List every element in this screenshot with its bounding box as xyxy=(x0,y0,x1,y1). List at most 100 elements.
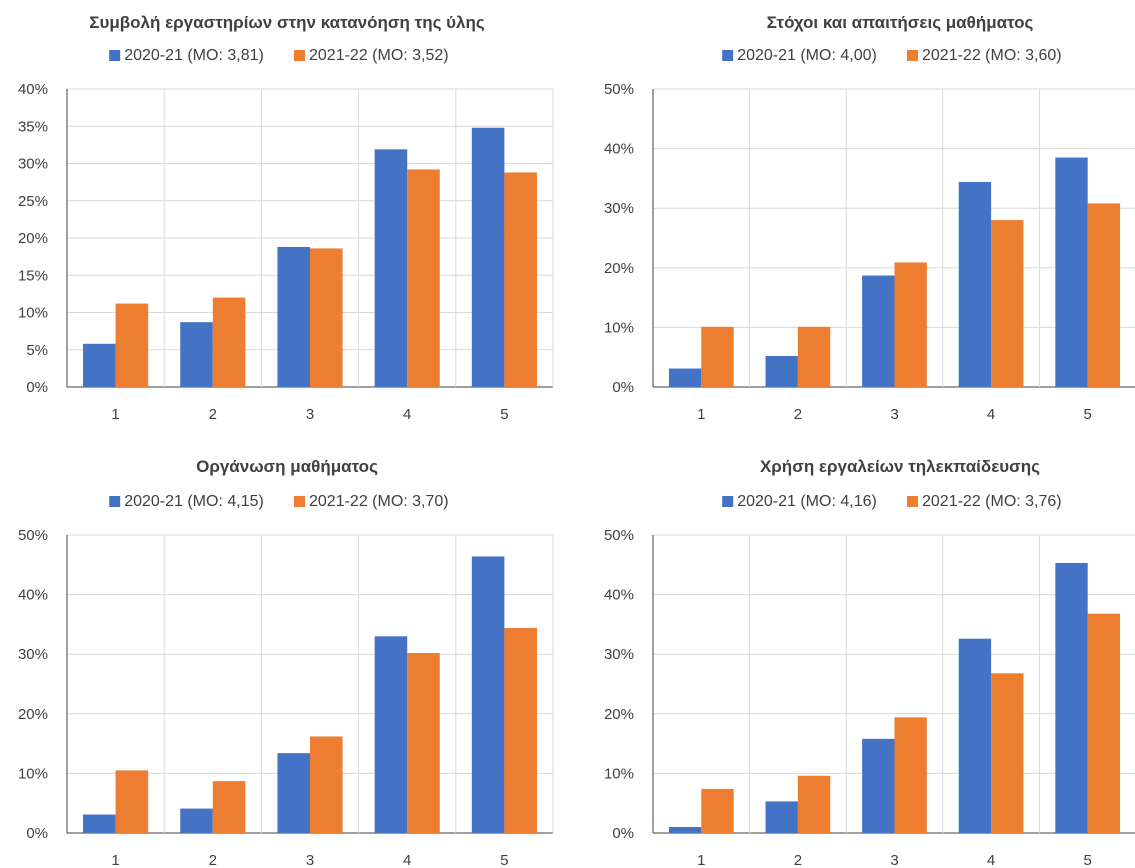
legend-label: 2021-22 (ΜΟ: 3,70) xyxy=(309,493,449,510)
y-tick-label: 35% xyxy=(18,118,48,135)
x-tick-label: 2 xyxy=(794,852,802,868)
chart-panel-1: Συμβολή εργαστηρίων στην κατανόηση της ύ… xyxy=(18,13,554,423)
bar-series-1-cat-5 xyxy=(1055,157,1088,387)
y-tick-label: 10% xyxy=(604,319,634,336)
x-tick-label: 4 xyxy=(987,406,995,423)
bar-series-2-cat-3 xyxy=(310,736,343,833)
bar-series-2-cat-1 xyxy=(115,770,149,833)
y-tick-label: 10% xyxy=(18,305,48,322)
bar-series-2-cat-4 xyxy=(991,673,1024,833)
y-tick-label: 50% xyxy=(18,527,48,544)
legend-swatch xyxy=(294,50,305,61)
legend-label: 2020-21 (ΜΟ: 4,16) xyxy=(737,493,877,510)
bar-series-1-cat-1 xyxy=(83,814,116,833)
x-tick-label: 3 xyxy=(306,852,314,868)
legend-swatch xyxy=(722,50,734,61)
bar-series-1-cat-3 xyxy=(862,275,895,387)
chart-title: Χρήση εργαλείων τηλεκπαίδευσης xyxy=(760,457,1040,476)
bar-series-1-cat-5 xyxy=(471,127,505,388)
bar-series-2-cat-1 xyxy=(701,788,734,833)
x-tick-label: 5 xyxy=(500,406,508,423)
x-tick-label: 5 xyxy=(1084,406,1092,423)
x-tick-label: 4 xyxy=(403,852,411,868)
bar-series-2-cat-1 xyxy=(115,303,149,387)
x-tick-label: 1 xyxy=(697,852,705,868)
y-tick-label: 20% xyxy=(18,230,48,247)
x-tick-label: 5 xyxy=(500,852,508,868)
y-tick-label: 0% xyxy=(26,379,48,396)
chart-title: Οργάνωση μαθήματος xyxy=(196,457,378,476)
bar-series-2-cat-4 xyxy=(991,220,1024,387)
bar-series-1-cat-3 xyxy=(862,738,895,833)
chart-panel-4: Χρήση εργαλείων τηλεκπαίδευσης 2020-21 (Μ… xyxy=(604,457,1135,868)
bar-series-1-cat-1 xyxy=(668,827,702,833)
chart-panel-3: Οργάνωση μαθήματος 2020-21 (ΜΟ: 4,15) 2021… xyxy=(18,457,554,868)
legend-label: 2021-22 (ΜΟ: 3,60) xyxy=(922,47,1062,64)
x-tick-label: 3 xyxy=(306,406,314,423)
bar-series-2-cat-5 xyxy=(1087,203,1121,387)
y-tick-label: 40% xyxy=(604,587,634,604)
y-tick-label: 0% xyxy=(612,825,634,842)
legend-label: 2021-22 (ΜΟ: 3,52) xyxy=(309,47,449,64)
bar-series-2-cat-3 xyxy=(310,248,343,387)
y-tick-label: 30% xyxy=(18,156,48,173)
x-tick-label: 1 xyxy=(697,406,705,423)
y-tick-label: 40% xyxy=(18,81,48,98)
bar-series-1-cat-2 xyxy=(180,808,213,833)
legend-swatch xyxy=(722,496,734,507)
legend: 2020-21 (ΜΟ: 4,16) 2021-22 (ΜΟ: 3,76) xyxy=(722,493,1062,510)
bar-series-1-cat-5 xyxy=(471,556,505,833)
bar-series-2-cat-3 xyxy=(894,262,927,387)
legend-swatch xyxy=(907,496,918,507)
bar-series-1-cat-2 xyxy=(765,356,798,387)
bar-series-2-cat-2 xyxy=(797,326,831,387)
bar-series-2-cat-4 xyxy=(407,169,440,387)
y-tick-label: 0% xyxy=(612,379,634,396)
bar-series-1-cat-2 xyxy=(180,322,213,387)
bar-series-2-cat-2 xyxy=(212,297,246,387)
x-tick-label: 5 xyxy=(1084,852,1092,868)
y-tick-label: 10% xyxy=(18,765,48,782)
x-tick-label: 4 xyxy=(403,406,411,423)
y-tick-label: 50% xyxy=(604,81,634,98)
y-tick-label: 25% xyxy=(18,193,48,210)
y-tick-label: 50% xyxy=(604,527,634,544)
y-tick-label: 5% xyxy=(26,342,48,359)
bar-series-1-cat-4 xyxy=(374,636,408,833)
bar-series-1-cat-4 xyxy=(958,181,992,387)
y-tick-label: 40% xyxy=(18,587,48,604)
x-tick-label: 1 xyxy=(111,852,119,868)
y-tick-label: 20% xyxy=(18,706,48,723)
y-tick-label: 15% xyxy=(18,267,48,284)
bar-series-2-cat-5 xyxy=(504,172,537,387)
legend: 2020-21 (ΜΟ: 3,81) 2021-22 (ΜΟ: 3,52) xyxy=(109,47,449,64)
x-tick-label: 2 xyxy=(209,852,217,868)
bar-series-1-cat-3 xyxy=(277,246,310,387)
x-tick-label: 2 xyxy=(794,406,802,423)
bar-series-1-cat-2 xyxy=(765,801,798,833)
legend-label: 2020-21 (ΜΟ: 3,81) xyxy=(124,47,264,64)
y-tick-label: 20% xyxy=(604,706,634,723)
bar-series-1-cat-4 xyxy=(958,638,992,833)
y-tick-label: 20% xyxy=(604,260,634,277)
chart-title: Στόχοι και απαιτήσεις μαθήματος xyxy=(767,13,1034,32)
legend: 2020-21 (ΜΟ: 4,00) 2021-22 (ΜΟ: 3,60) xyxy=(722,47,1062,64)
chart-title: Συμβολή εργαστηρίων στην κατανόηση της ύ… xyxy=(89,13,485,32)
x-tick-label: 4 xyxy=(987,852,995,868)
bar-series-1-cat-1 xyxy=(83,343,116,387)
bar-series-1-cat-5 xyxy=(1055,563,1088,833)
legend-label: 2020-21 (ΜΟ: 4,00) xyxy=(737,47,877,64)
bar-series-1-cat-3 xyxy=(277,753,310,833)
bar-series-2-cat-2 xyxy=(212,781,246,833)
legend: 2020-21 (ΜΟ: 4,15) 2021-22 (ΜΟ: 3,70) xyxy=(109,493,449,510)
bar-series-2-cat-5 xyxy=(1087,613,1121,833)
y-tick-label: 30% xyxy=(604,200,634,217)
bar-series-2-cat-3 xyxy=(894,717,927,833)
chart-panel-2: Στόχοι και απαιτήσεις μαθήματος 2020-21 (… xyxy=(604,13,1135,423)
x-tick-label: 3 xyxy=(890,406,898,423)
y-tick-label: 30% xyxy=(604,646,634,663)
bar-series-1-cat-4 xyxy=(374,149,408,387)
x-tick-label: 1 xyxy=(111,406,119,423)
legend-swatch xyxy=(109,50,121,61)
